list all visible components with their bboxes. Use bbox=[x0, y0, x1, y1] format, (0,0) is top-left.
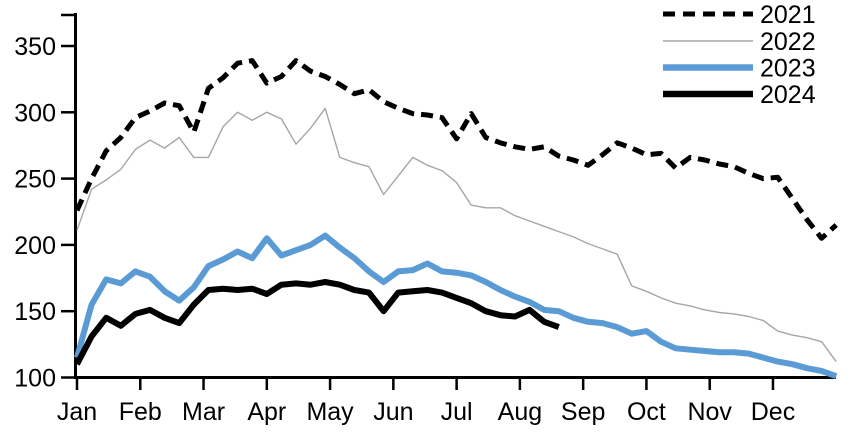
y-tick-label: 250 bbox=[14, 166, 56, 194]
y-tick-label: 100 bbox=[14, 365, 56, 393]
series-line-2024 bbox=[74, 279, 560, 366]
y-tick-label: 300 bbox=[14, 99, 56, 127]
y-tick-label: 350 bbox=[14, 33, 56, 61]
y-tick-label: 150 bbox=[14, 298, 56, 326]
x-tick-label: Dec bbox=[751, 398, 795, 426]
x-tick-label: Jun bbox=[373, 398, 413, 426]
x-tick-label: Nov bbox=[687, 398, 732, 426]
x-tick-label: Aug bbox=[498, 398, 542, 426]
legend-label-2021: 2021 bbox=[760, 1, 816, 29]
legend-label-2023: 2023 bbox=[760, 55, 816, 83]
x-tick-label: Mar bbox=[182, 398, 225, 426]
y-tick-label: 200 bbox=[14, 232, 56, 260]
x-tick-label: Sep bbox=[561, 398, 605, 426]
x-tick-label: May bbox=[306, 398, 354, 426]
x-tick-label: Apr bbox=[247, 398, 286, 426]
series-line-2023 bbox=[74, 232, 838, 380]
x-tick-label: Oct bbox=[627, 398, 666, 426]
legend-label-2024: 2024 bbox=[760, 81, 816, 109]
series-line-2021 bbox=[74, 58, 838, 241]
legend-label-2022: 2022 bbox=[760, 28, 816, 56]
x-tick-label: Jan bbox=[57, 398, 97, 426]
x-tick-label: Feb bbox=[119, 398, 162, 426]
x-tick-label: Jul bbox=[441, 398, 473, 426]
series-line-2022 bbox=[76, 107, 837, 363]
